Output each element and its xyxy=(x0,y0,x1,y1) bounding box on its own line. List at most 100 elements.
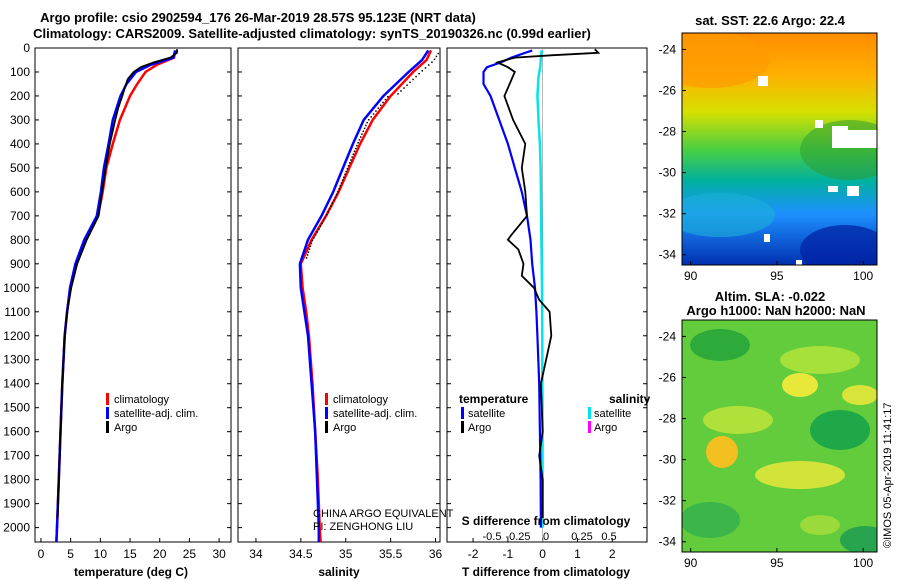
diff-legend-swatch-t-sat xyxy=(461,407,464,419)
sla-peak xyxy=(706,436,738,468)
x-tick-label: -1 xyxy=(503,547,514,561)
sst-cloud-mask-6 xyxy=(828,186,838,192)
difference-series xyxy=(482,48,601,542)
sal-legend-label-argo: Argo xyxy=(333,422,356,434)
x-tick-label: 34.5 xyxy=(289,547,313,561)
argo-salinity-dot xyxy=(313,236,315,239)
map-y-tick-label: -28 xyxy=(659,125,677,139)
x-tick-label: 0 xyxy=(539,547,546,561)
diff-legend-swatch-t-argo xyxy=(461,421,464,433)
difference-legend: temperature satellite Argo salinity sate… xyxy=(459,392,651,434)
depth-tick-label: 1300 xyxy=(3,353,30,367)
difference-panel: -2 -1 0 1 2 T difference from climatology S … xyxy=(446,47,651,579)
s-tick-3: 0 xyxy=(543,531,549,543)
argo-salinity-dot xyxy=(352,153,355,156)
imos-stamp: ©IMOS 05-Apr-2019 11:41:17 xyxy=(882,403,894,548)
s-difference-label: S difference from climatology xyxy=(462,514,631,528)
sla-high-1 xyxy=(780,346,860,374)
depth-tick-label: 1800 xyxy=(3,473,30,487)
x-tick-label: 34 xyxy=(249,547,263,561)
salinity-panel: 34 34.5 35 35.5 36 salinity climatology sate… xyxy=(237,47,454,579)
x-tick-label: -2 xyxy=(468,547,479,561)
argo-salinity-dot xyxy=(307,251,310,253)
argo-salinity-dot xyxy=(314,234,317,236)
sst-cyan-patch xyxy=(682,193,775,237)
argo-salinity-dot xyxy=(361,133,363,135)
salinity-series xyxy=(298,49,440,543)
sst-cloud-mask-3 xyxy=(758,76,768,86)
sla-high-3 xyxy=(703,406,773,434)
depth-tick-label: 1900 xyxy=(3,497,30,511)
series-salinity-climatology xyxy=(299,49,433,543)
salinity-x-label: salinity xyxy=(318,565,360,579)
legend-label-argo: Argo xyxy=(114,422,137,434)
depth-tick-label: 400 xyxy=(10,137,30,151)
argo-salinity-dot xyxy=(427,64,430,66)
map-x-tick-label: 95 xyxy=(770,269,784,283)
argo-salinity-dot xyxy=(358,139,361,141)
salinity-legend: climatology satellite-adj. clim. Argo xyxy=(325,393,417,434)
temperature-panel: 0100200300400500600700800900100011001200… xyxy=(3,41,647,579)
argo-salinity-dot xyxy=(406,84,408,86)
sst-map-title: sat. SST: 22.6 Argo: 22.4 xyxy=(695,13,846,28)
series-t-difference-argo xyxy=(494,48,601,518)
depth-tick-label: 1600 xyxy=(3,425,30,439)
s-tick-2: -0.25 xyxy=(505,531,530,543)
depth-tick-label: 600 xyxy=(10,185,30,199)
depth-tick-label: 200 xyxy=(10,89,30,103)
argo-salinity-dot xyxy=(437,52,440,55)
sla-map-title-1: Altim. SLA: -0.022 xyxy=(715,289,826,304)
argo-salinity-dot xyxy=(306,254,309,256)
argo-salinity-dot xyxy=(403,87,405,89)
sal-legend-swatch-satellite xyxy=(325,407,328,419)
legend-label-satellite: satellite-adj. clim. xyxy=(114,408,198,420)
map-y-tick-label: -24 xyxy=(659,329,677,343)
x-tick-label: 10 xyxy=(94,547,108,561)
legend-label-climatology: climatology xyxy=(114,394,170,406)
argo-salinity-dot xyxy=(347,165,350,167)
argo-salinity-dot xyxy=(327,211,329,213)
argo-salinity-dot xyxy=(305,257,308,259)
sst-map-panel: sat. SST: 22.6 Argo: 22.4 90 95 100 -24 -26 -… xyxy=(659,13,878,283)
argo-salinity-dot xyxy=(340,182,343,184)
map-x-tick-label: 90 xyxy=(684,556,698,570)
temperature-frame xyxy=(34,47,232,543)
sla-low-4 xyxy=(840,526,877,552)
sst-green-patch xyxy=(800,120,877,180)
sst-cloud-mask-5 xyxy=(847,186,859,196)
argo-salinity-dot xyxy=(345,170,347,173)
argo-salinity-dot xyxy=(384,98,387,101)
sla-map-title-2: Argo h1000: NaN h2000: NaN xyxy=(686,303,865,318)
argo-salinity-dot xyxy=(357,142,359,144)
map-y-tick-label: -30 xyxy=(659,453,677,467)
difference-x-label: T difference from climatology xyxy=(462,565,630,579)
argo-salinity-dot xyxy=(365,124,367,127)
argo-salinity-dot xyxy=(309,245,312,248)
sst-warm-patch xyxy=(682,33,770,88)
sla-map-panel: Altim. SLA: -0.022 Argo h1000: NaN h2000… xyxy=(659,289,878,570)
argo-salinity-dot xyxy=(324,216,327,219)
argo-salinity-dot xyxy=(353,150,356,153)
argo-salinity-dot xyxy=(359,136,362,138)
argo-salinity-dot xyxy=(372,113,375,115)
map-y-tick-label: -26 xyxy=(659,83,677,97)
series-temperature-satellite xyxy=(55,50,177,543)
sst-cold-patch xyxy=(800,225,877,265)
argo-salinity-dot xyxy=(435,55,438,58)
sal-legend-swatch-argo xyxy=(325,421,328,433)
diff-legend-label-t-sat: satellite xyxy=(468,408,505,420)
depth-tick-label: 0 xyxy=(23,41,30,55)
depth-tick-label: 900 xyxy=(10,257,30,271)
map-y-tick-label: -28 xyxy=(659,412,677,426)
argo-salinity-dot xyxy=(338,188,340,190)
sla-low-1 xyxy=(690,329,750,361)
depth-tick-label: 500 xyxy=(10,161,30,175)
sst-cloud-mask-7 xyxy=(764,234,770,242)
salinity-frame xyxy=(237,47,441,543)
map-y-tick-label: -32 xyxy=(659,207,677,221)
argo-salinity-dot xyxy=(356,144,358,147)
temperature-depth-ticks: 0 100 200 300 400 500 600 700 800 900 1000 1100 1200… xyxy=(3,41,647,535)
diff-legend-swatch-s-argo xyxy=(588,421,591,433)
depth-tick-label: 100 xyxy=(10,65,30,79)
